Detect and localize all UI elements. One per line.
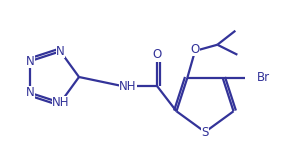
- Text: NH: NH: [52, 96, 69, 109]
- Text: O: O: [191, 43, 200, 56]
- Text: N: N: [26, 55, 35, 68]
- Text: Br: Br: [257, 71, 270, 84]
- Text: S: S: [201, 125, 209, 138]
- Text: N: N: [26, 86, 35, 99]
- Text: NH: NH: [119, 80, 137, 93]
- Text: O: O: [152, 48, 162, 62]
- Text: N: N: [56, 45, 65, 58]
